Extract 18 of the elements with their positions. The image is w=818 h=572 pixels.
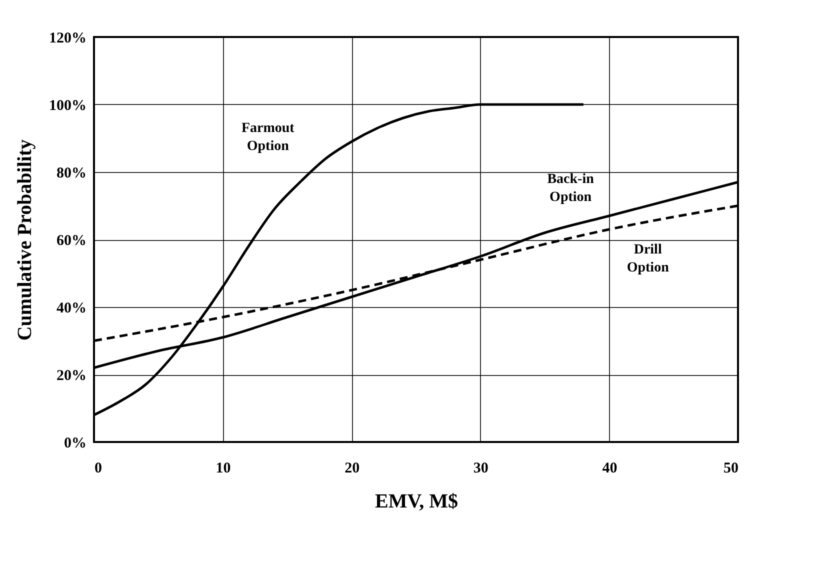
x-axis-title: EMV, M$	[375, 490, 458, 512]
x-tick-label: 0	[94, 460, 102, 476]
y-tick-label: 40%	[56, 300, 86, 316]
y-tick-label: 80%	[56, 166, 86, 182]
series-label: Farmout Option	[241, 121, 295, 154]
series-label: Back-in Option	[547, 172, 594, 205]
y-tick-label: 0%	[64, 436, 86, 452]
x-tick-label: 40	[602, 460, 618, 476]
y-axis-title: Cumulative Probability	[14, 139, 36, 341]
x-tick-label: 20	[344, 460, 360, 476]
y-tick-label: 100%	[49, 98, 86, 114]
y-tick-label: 120%	[49, 30, 86, 46]
x-tick-label: 30	[473, 460, 488, 476]
y-tick-label: 20%	[56, 368, 86, 384]
x-tick-label: 10	[216, 460, 231, 476]
x-tick-label: 50	[724, 460, 738, 476]
series-label: Drill Option	[626, 242, 670, 276]
y-tick-label: 60%	[56, 233, 86, 249]
